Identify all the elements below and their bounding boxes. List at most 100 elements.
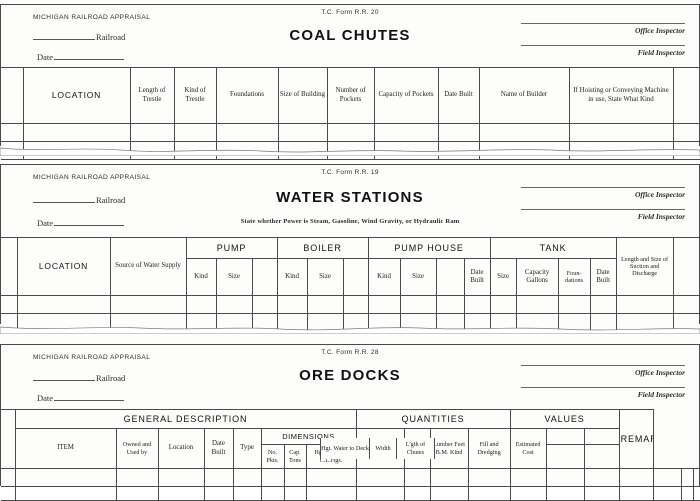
cell-estimated-cost[interactable] <box>618 486 654 501</box>
railroad-blank-rule[interactable] <box>33 373 95 381</box>
cell-estimated-cost[interactable] <box>618 468 654 487</box>
date-blank-rule[interactable] <box>54 218 125 226</box>
cell-hgt-water-to-cl-hgs[interactable] <box>305 486 357 501</box>
cell-date-built[interactable] <box>203 468 234 487</box>
cell-fill-and-dredging[interactable] <box>583 468 620 487</box>
cell-length-of-trestle[interactable] <box>129 141 175 160</box>
cell-size-of-building[interactable] <box>277 141 328 160</box>
cell-lumber-feet-bm-kind[interactable] <box>545 486 585 501</box>
cell-foundations[interactable] <box>215 141 279 160</box>
cell-pump-blank[interactable] <box>251 295 278 314</box>
cell-hoisting-machine[interactable] <box>568 123 674 142</box>
cell-source-of-water-supply[interactable] <box>109 313 187 332</box>
cell-pump-house-date-built[interactable] <box>463 313 491 332</box>
office-inspector-rule[interactable] <box>521 187 685 188</box>
cell-item[interactable] <box>14 486 117 501</box>
railroad-field[interactable]: Railroad <box>33 373 125 383</box>
date-field[interactable]: Date <box>37 393 125 403</box>
cell-hgt-water-to-deck[interactable] <box>355 486 405 501</box>
cell-kind-of-trestle[interactable] <box>173 123 217 142</box>
cell-hoisting-machine[interactable] <box>568 141 674 160</box>
cell-location[interactable] <box>16 313 111 332</box>
cell-number-of-pockets[interactable] <box>326 141 375 160</box>
cell-piles-lin-feet-kind[interactable] <box>509 468 547 487</box>
cell-tank-date-built[interactable] <box>589 313 617 332</box>
cell-pump-house-size[interactable] <box>399 295 437 314</box>
cell-capacity-of-pockets[interactable] <box>373 123 439 142</box>
cell-type[interactable] <box>232 468 262 487</box>
field-inspector-row[interactable]: Field Inspector <box>521 207 685 229</box>
cell-boiler-kind[interactable] <box>276 295 308 314</box>
cell-item[interactable] <box>14 468 117 487</box>
cell-no-pkts[interactable] <box>260 468 285 487</box>
cell-piles-lin-feet-kind[interactable] <box>509 486 547 501</box>
cell-source-of-water-supply[interactable] <box>109 295 187 314</box>
field-inspector-rule[interactable] <box>521 45 685 46</box>
cell-width[interactable] <box>403 468 431 487</box>
cell-pump-blank[interactable] <box>251 313 278 332</box>
cell-values-blank-1[interactable] <box>652 468 682 487</box>
cell-pump-house-size[interactable] <box>399 313 437 332</box>
cell-date-built[interactable] <box>203 486 234 501</box>
cell-length-of-trestle[interactable] <box>129 123 175 142</box>
cell-pump-size[interactable] <box>215 295 253 314</box>
cell-width[interactable] <box>403 486 431 501</box>
cell-no-pkts[interactable] <box>260 486 285 501</box>
cell-tank-size[interactable] <box>489 313 517 332</box>
cell-location[interactable] <box>157 468 205 487</box>
cell-cap-tons[interactable] <box>283 486 307 501</box>
cell-name-of-builder[interactable] <box>478 123 570 142</box>
cell-tank-capacity-gallons[interactable] <box>515 313 559 332</box>
cell-values-blank-2[interactable] <box>680 468 694 487</box>
cell-boiler-size[interactable] <box>306 295 344 314</box>
cell-tank-capacity-gallons[interactable] <box>515 295 559 314</box>
railroad-field[interactable]: Railroad <box>33 195 125 205</box>
cell-boiler-kind[interactable] <box>276 313 308 332</box>
cell-pump-house-blank[interactable] <box>435 295 465 314</box>
cell-lgth-of-chutes[interactable] <box>429 486 469 501</box>
cell-location[interactable] <box>22 123 131 142</box>
cell-hgt-water-to-cl-hgs[interactable] <box>305 468 357 487</box>
field-inspector-row[interactable]: Field Inspector <box>521 43 685 65</box>
office-inspector-rule[interactable] <box>521 365 685 366</box>
cell-length-size-suction-discharge[interactable] <box>615 295 674 314</box>
cell-tank-foundations[interactable] <box>557 313 591 332</box>
date-blank-rule[interactable] <box>54 393 125 401</box>
office-inspector-rule[interactable] <box>521 23 685 24</box>
office-inspector-row[interactable]: Office Inspector <box>521 363 685 385</box>
cell-pump-kind[interactable] <box>185 295 217 314</box>
cell-values-blank-2[interactable] <box>680 486 694 501</box>
cell-size-of-building[interactable] <box>277 123 328 142</box>
table-row[interactable] <box>1 313 700 332</box>
cell-date-built[interactable] <box>437 141 480 160</box>
cell-lumber-feet-bm-kind[interactable] <box>545 468 585 487</box>
cell-pump-house-blank[interactable] <box>435 313 465 332</box>
cell-number-of-pockets[interactable] <box>326 123 375 142</box>
cell-values-blank-1[interactable] <box>652 486 682 501</box>
cell-lgth-of-chutes[interactable] <box>429 468 469 487</box>
cell-name-of-builder[interactable] <box>478 141 570 160</box>
cell-fill-and-dredging[interactable] <box>583 486 620 501</box>
cell-remarks[interactable] <box>692 468 700 487</box>
office-inspector-row[interactable]: Office Inspector <box>521 185 685 207</box>
railroad-blank-rule[interactable] <box>33 32 95 40</box>
date-field[interactable]: Date <box>37 52 125 62</box>
cell-location[interactable] <box>22 141 131 160</box>
cell-boiler-size[interactable] <box>306 313 344 332</box>
cell-pump-size[interactable] <box>215 313 253 332</box>
cell-tank-size[interactable] <box>489 295 517 314</box>
field-inspector-rule[interactable] <box>521 209 685 210</box>
cell-remarks[interactable] <box>692 486 700 501</box>
railroad-field[interactable]: Railroad <box>33 32 125 42</box>
cell-owned-and-used-by[interactable] <box>115 486 159 501</box>
cell-boiler-blank[interactable] <box>342 313 369 332</box>
railroad-blank-rule[interactable] <box>33 195 95 203</box>
cell-hgt-water-to-deck[interactable] <box>355 468 405 487</box>
cell-foundations[interactable] <box>215 123 279 142</box>
cell-pump-house-kind[interactable] <box>367 295 401 314</box>
cell-kind-of-trestle[interactable] <box>173 141 217 160</box>
cell-type[interactable] <box>232 486 262 501</box>
cell-owned-and-used-by[interactable] <box>115 468 159 487</box>
cell-location[interactable] <box>16 295 111 314</box>
cell-pump-kind[interactable] <box>185 313 217 332</box>
